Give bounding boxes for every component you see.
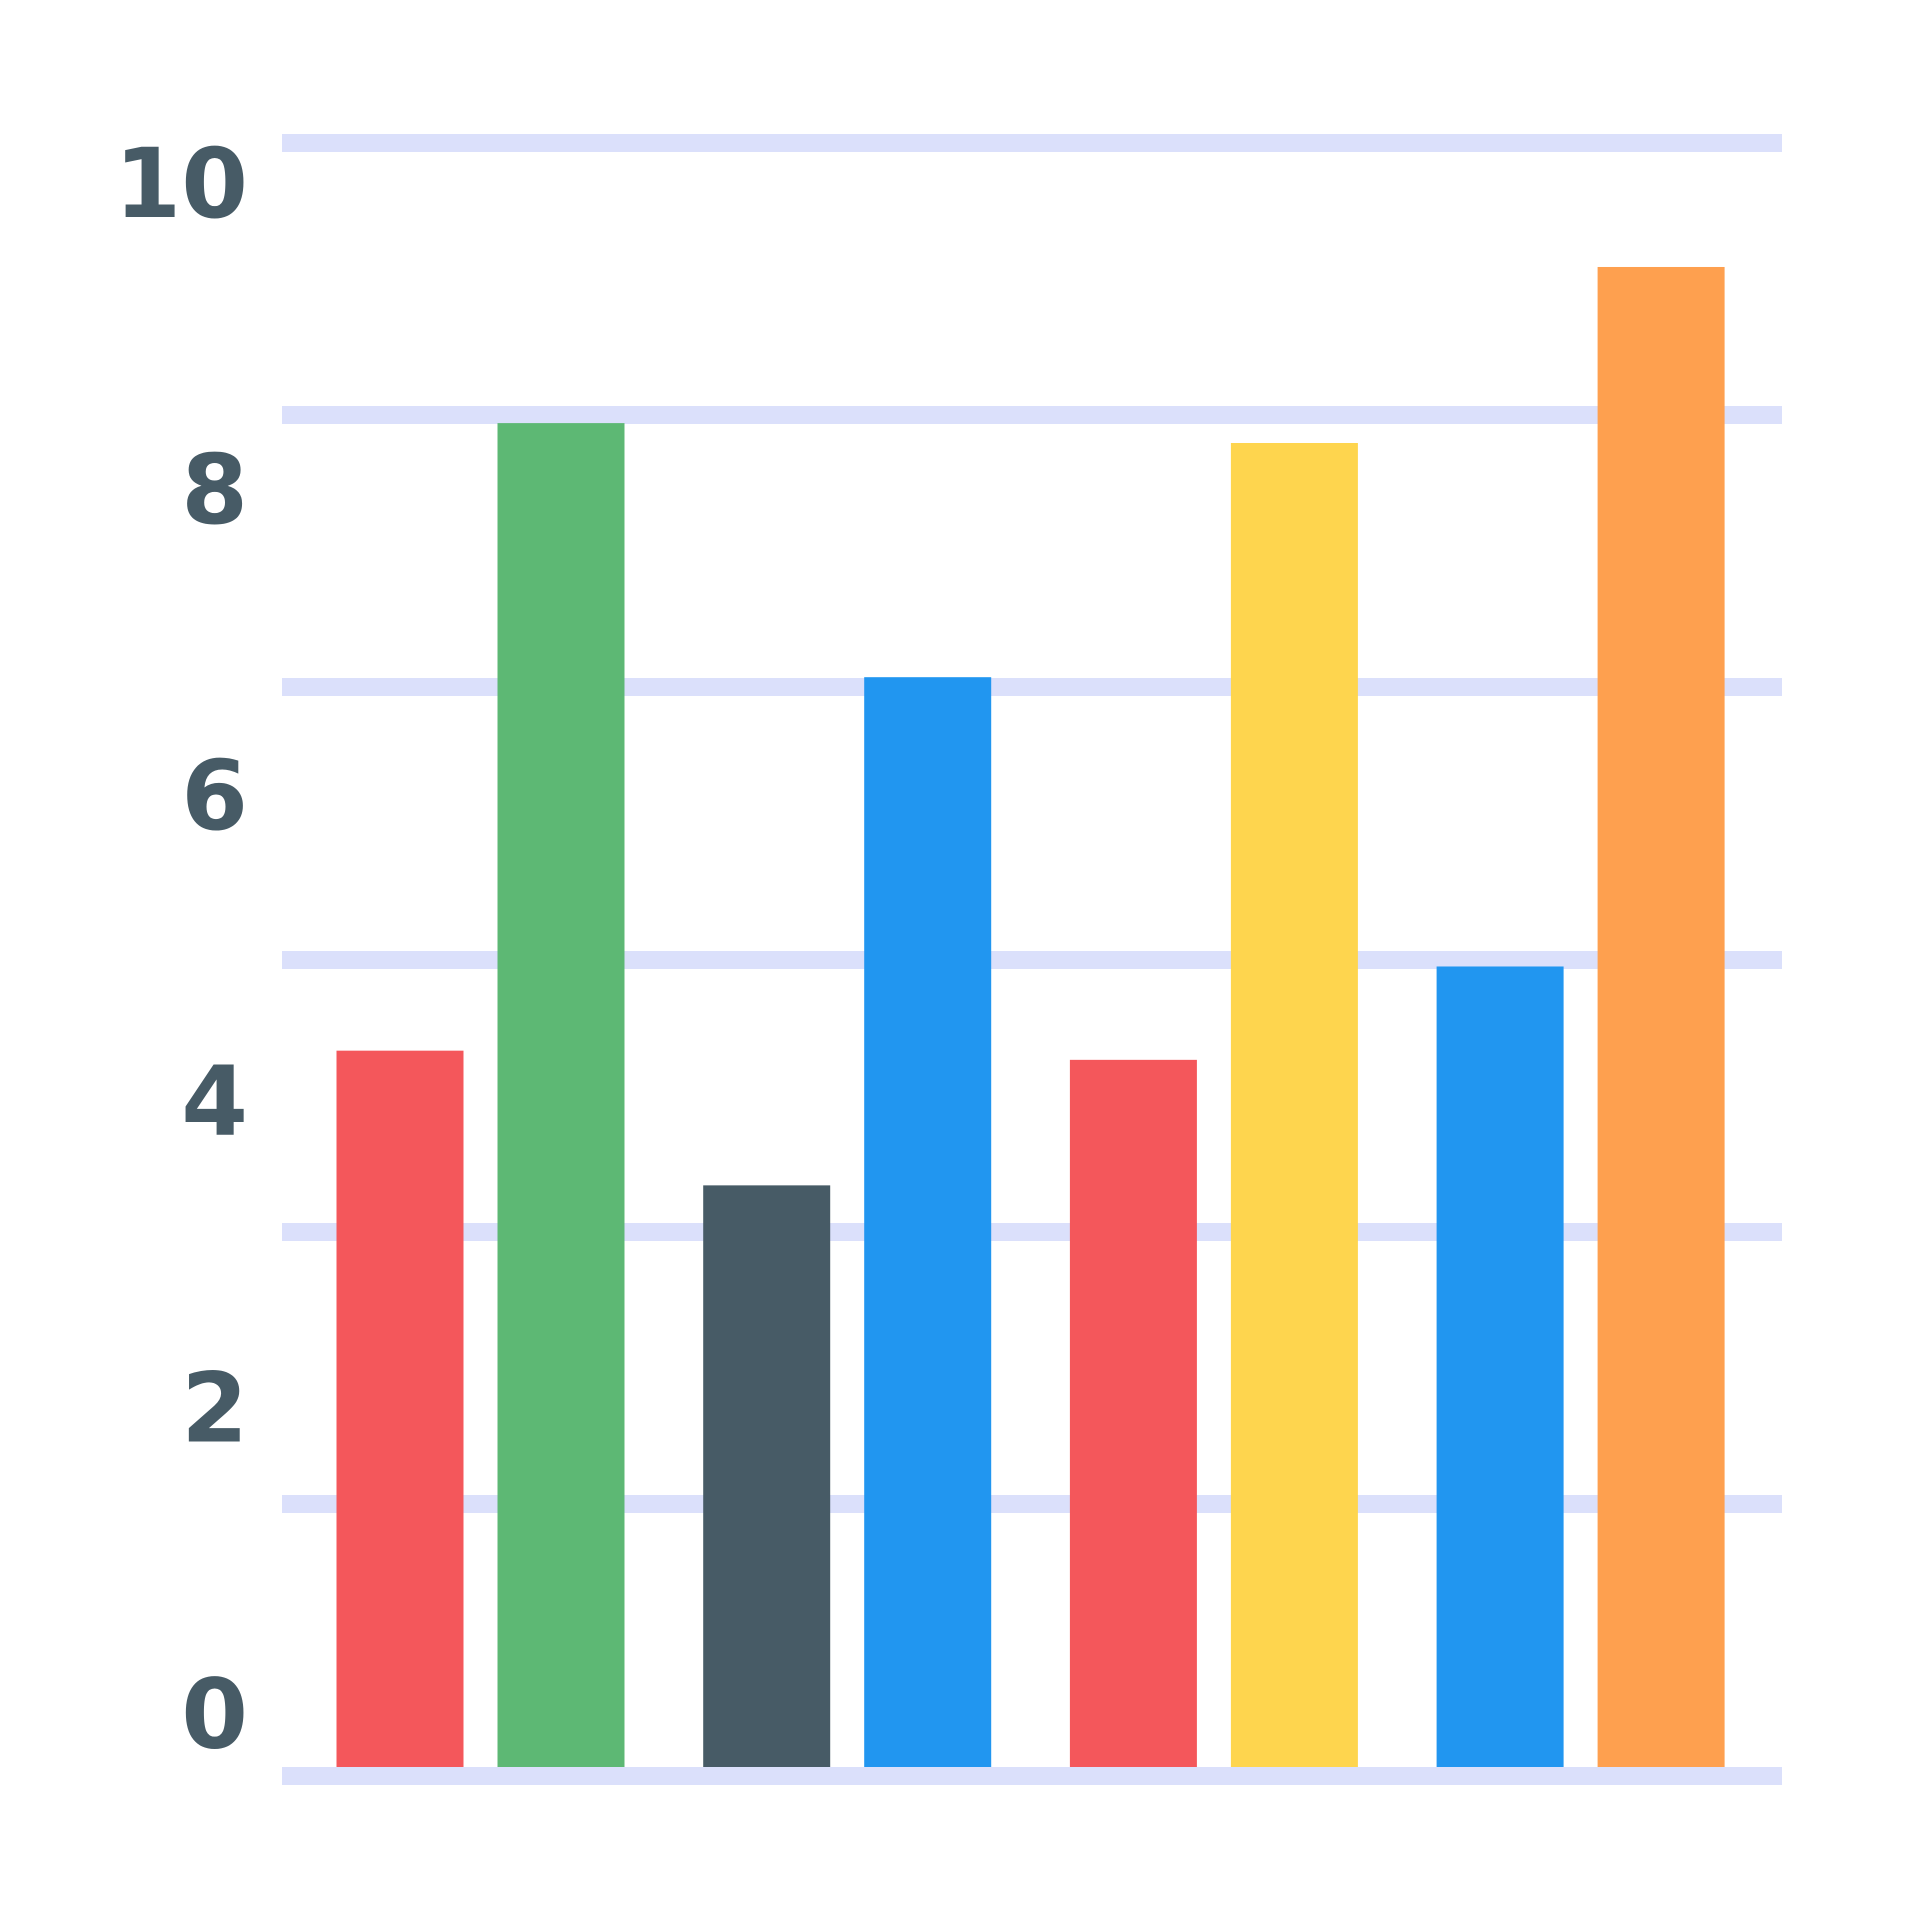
bar <box>703 1185 831 1767</box>
y-tick-label: 8 <box>181 434 248 546</box>
y-tick-label: 10 <box>114 128 248 240</box>
bar <box>1230 443 1358 1767</box>
bar <box>1597 266 1725 1767</box>
y-tick-label: 4 <box>181 1046 248 1158</box>
bar <box>336 1050 464 1767</box>
bar <box>1436 966 1564 1767</box>
y-tick-label: 0 <box>181 1658 248 1770</box>
y-tick-label: 6 <box>181 740 248 852</box>
bar <box>864 677 992 1767</box>
bar <box>1069 1059 1197 1767</box>
y-tick-label: 2 <box>181 1352 248 1464</box>
bar <box>497 423 625 1767</box>
